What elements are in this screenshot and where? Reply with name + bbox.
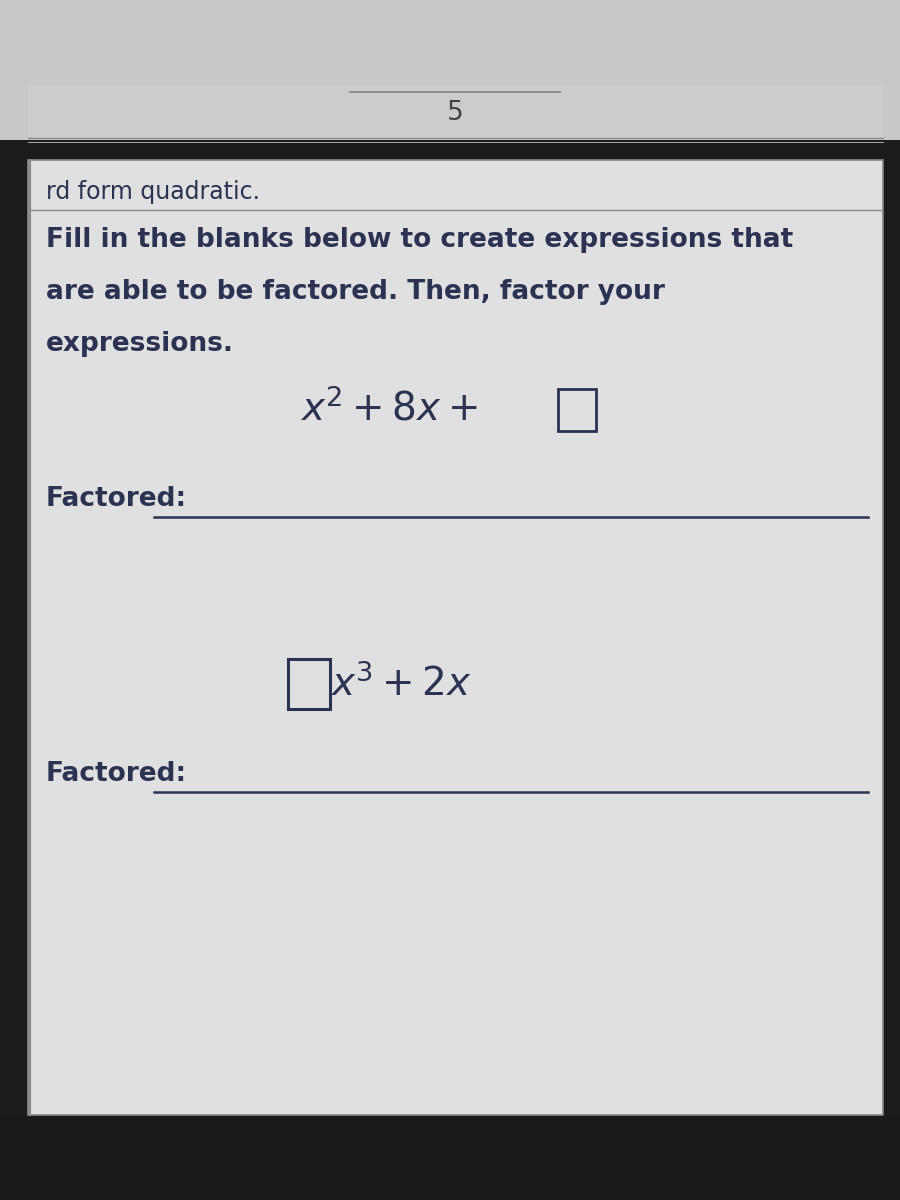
Text: Factored:: Factored: [46,761,187,787]
Text: Factored:: Factored: [46,486,187,512]
Text: Fill in the blanks below to create expressions that: Fill in the blanks below to create expre… [46,227,793,253]
Text: rd form quadratic.: rd form quadratic. [46,180,260,204]
Bar [28,85,883,140]
Text: expressions.: expressions. [46,331,234,358]
Text: $x^2 + 8x +$: $x^2 + 8x +$ [300,389,478,428]
Bar [288,659,330,709]
Text: are able to be factored. Then, factor your: are able to be factored. Then, factor yo… [46,278,665,305]
Text: $x^3 + 2x$: $x^3 + 2x$ [330,664,472,704]
Bar [28,160,883,1115]
Text: 5: 5 [446,100,464,126]
Bar [558,389,596,431]
Bar [0,1115,900,1200]
Bar [0,0,900,140]
